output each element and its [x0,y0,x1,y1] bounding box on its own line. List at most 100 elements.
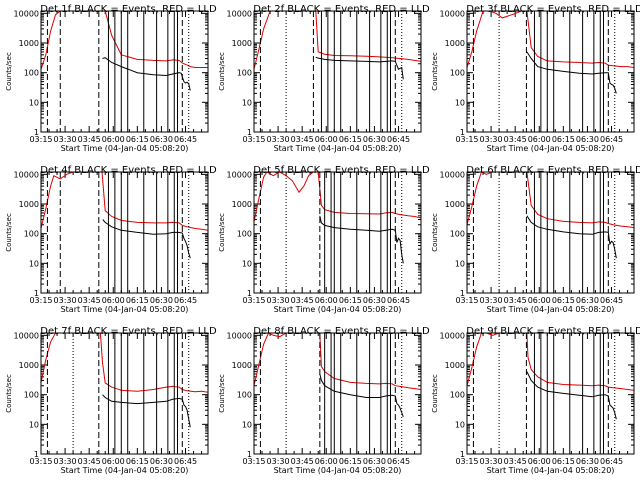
x-tick-label: 06:15 [339,296,362,305]
detector-panel: Det 1f BLACK = Events, RED = LLD Counts/s… [5,4,217,153]
series-group [254,11,421,80]
x-tick-label: 06:45 [174,135,197,144]
x-axis-label: Start Time (04-Jan-04 05:08:20) [274,144,402,153]
y-axis-label: Counts/sec [5,52,13,91]
y-tick-label: 1000 [232,39,252,48]
x-tick-label: 03:15 [242,457,265,466]
x-tick-label: 03:45 [504,135,527,144]
detector-panel: Det 9f BLACK = Events, RED = LLD Counts/s… [431,326,640,475]
plot-frame [253,332,422,455]
x-axis-label: Start Time (04-Jan-04 05:08:20) [487,144,615,153]
plot-frame [40,332,209,455]
x-tick-label: 06:00 [315,457,338,466]
plot-frame [466,332,635,455]
events-series-line [319,373,404,417]
series-group [41,11,208,91]
x-tick-label: 06:15 [339,135,362,144]
x-tick-label: 03:30 [54,457,77,466]
x-tick-label: 03:45 [504,457,527,466]
x-tick-label: 06:45 [600,296,623,305]
x-tick-label: 06:15 [339,457,362,466]
x-tick-label: 06:45 [387,135,410,144]
x-tick-label: 06:30 [150,296,173,305]
x-tick-label: 03:30 [480,135,503,144]
x-tick-label: 06:00 [528,457,551,466]
x-tick-label: 03:15 [242,135,265,144]
lld-series-line [254,172,421,223]
y-tick-label: 10 [455,98,465,107]
events-series-line [315,56,404,80]
y-tick-label: 10 [29,98,39,107]
detector-panel: Det 2f BLACK = Events, RED = LLD Counts/s… [218,4,430,153]
series-group [467,172,634,259]
x-axis-label: Start Time (04-Jan-04 05:08:20) [274,466,402,475]
y-tick-label: 1 [247,289,252,298]
x-tick-label: 06:00 [102,457,125,466]
x-axis-label: Start Time (04-Jan-04 05:08:20) [61,466,189,475]
x-tick-label: 03:15 [455,296,478,305]
lld-series-line [41,333,208,393]
x-tick-label: 03:30 [267,296,290,305]
detector-panel: Det 3f BLACK = Events, RED = LLD Counts/s… [431,4,640,153]
y-tick-label: 10000 [440,331,465,340]
series-group [467,333,634,420]
x-axis-label: Start Time (04-Jan-04 05:08:20) [61,144,189,153]
panel-title: Det 4f BLACK = Events, RED = LLD [40,165,217,176]
series-group [254,333,421,417]
x-tick-label: 06:30 [363,457,386,466]
x-tick-label: 03:15 [455,457,478,466]
y-tick-label: 10 [455,259,465,268]
lld-series-line [467,172,634,229]
y-tick-label: 1 [247,128,252,137]
series-group [467,11,634,94]
x-tick-label: 06:30 [150,457,173,466]
y-axis-label: Counts/sec [5,374,13,413]
y-tick-label: 1000 [19,39,39,48]
panel-title: Det 7f BLACK = Events, RED = LLD [40,326,217,337]
x-axis-label: Start Time (04-Jan-04 05:08:20) [61,305,189,314]
plot-frame [40,10,209,133]
x-tick-label: 06:15 [126,457,149,466]
x-tick-label: 03:30 [267,135,290,144]
panel-title: Det 1f BLACK = Events, RED = LLD [40,4,217,15]
y-tick-label: 10000 [14,170,39,179]
y-tick-label: 100 [237,391,252,400]
plot-frame [466,171,635,294]
y-tick-label: 100 [24,69,39,78]
x-tick-label: 06:00 [102,135,125,144]
x-tick-label: 03:45 [291,457,314,466]
x-axis-label: Start Time (04-Jan-04 05:08:20) [274,305,402,314]
y-tick-label: 1 [34,450,39,459]
x-axis-label: Start Time (04-Jan-04 05:08:20) [487,466,615,475]
y-axis-label: Counts/sec [218,52,226,91]
lld-series-line [467,11,634,68]
x-tick-label: 03:15 [455,135,478,144]
x-tick-label: 06:00 [315,135,338,144]
y-tick-label: 10 [29,259,39,268]
y-tick-label: 10000 [440,170,465,179]
y-tick-label: 1000 [19,200,39,209]
x-tick-label: 06:45 [600,135,623,144]
x-tick-label: 06:00 [315,296,338,305]
x-tick-label: 06:45 [174,457,197,466]
x-tick-label: 06:15 [552,296,575,305]
detector-panel: Det 6f BLACK = Events, RED = LLD Counts/s… [431,165,640,314]
y-tick-label: 10 [455,420,465,429]
y-axis-label: Counts/sec [431,374,439,413]
detector-panel: Det 8f BLACK = Events, RED = LLD Counts/s… [218,326,430,475]
y-tick-label: 100 [450,230,465,239]
x-tick-label: 03:15 [29,296,52,305]
y-axis-label: Counts/sec [431,52,439,91]
x-tick-label: 06:30 [363,135,386,144]
y-tick-label: 100 [24,391,39,400]
y-tick-label: 10 [242,420,252,429]
detector-panel: Det 5f BLACK = Events, RED = LLD Counts/s… [218,165,430,314]
y-tick-label: 1 [460,289,465,298]
y-tick-label: 1 [34,289,39,298]
y-tick-label: 100 [237,69,252,78]
x-tick-label: 03:15 [29,135,52,144]
y-tick-label: 1 [460,450,465,459]
x-tick-label: 06:30 [150,135,173,144]
